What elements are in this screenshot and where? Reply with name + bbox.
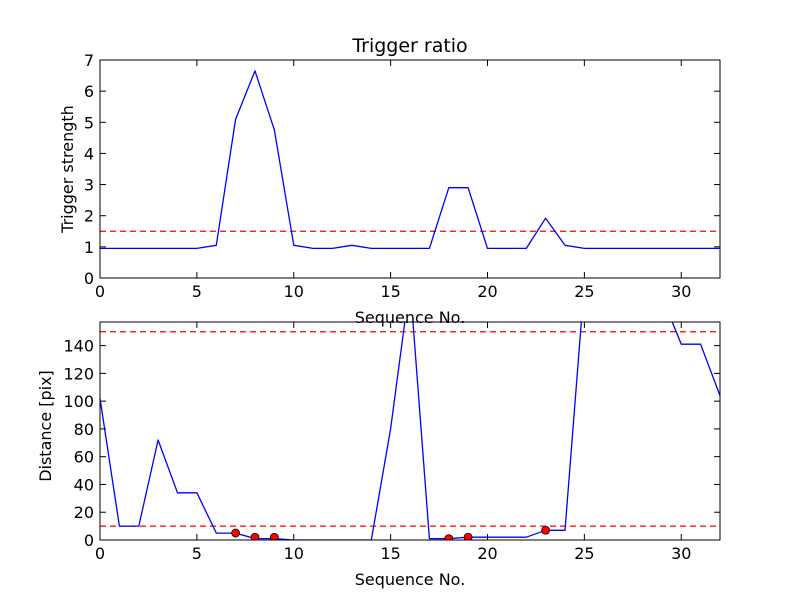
series-line: [100, 70, 720, 250]
data-marker: [444, 534, 454, 540]
x-axis-label: Sequence No.: [355, 570, 466, 589]
y-tick-label: 7: [84, 51, 94, 70]
y-tick-label: 0: [84, 269, 94, 288]
y-tick-label: 120: [63, 364, 94, 383]
chart-title: Trigger ratio: [351, 35, 467, 57]
y-tick-label: 0: [84, 531, 94, 550]
x-tick-label: 5: [192, 544, 202, 563]
y-tick-label: 1: [84, 238, 94, 257]
data-marker: [463, 532, 473, 540]
y-tick-label: 3: [84, 176, 94, 195]
top-chart: Trigger ratio 0 5 10 15 20 25 30 0 1 2 3 4 5 6 7 Seque…: [58, 35, 721, 327]
y-tick-label: 2: [84, 207, 94, 226]
y-tick-label: 80: [74, 420, 94, 439]
data-marker: [231, 528, 241, 538]
x-tick-label: 0: [95, 282, 105, 301]
x-tick-label: 25: [574, 282, 594, 301]
bottom-plot-area: 0 5 10 15 20 25 30 0 20 40 60 80 100 120 140: [63, 321, 721, 563]
y-tick-label: 140: [63, 337, 94, 356]
series-line: [100, 322, 720, 540]
y-axis-label: Trigger strength: [58, 105, 77, 234]
plot-clip: [100, 70, 720, 250]
y-axis-label: Distance [pix]: [36, 370, 55, 482]
y-tick-label: 5: [84, 113, 94, 132]
x-tick-label: 15: [380, 544, 400, 563]
x-tick-label: 15: [380, 282, 400, 301]
x-tick-label: 30: [671, 544, 691, 563]
top-plot-area: 0 5 10 15 20 25 30 0 1 2 3 4 5 6 7: [84, 51, 721, 301]
y-tick-label: 40: [74, 475, 94, 494]
data-marker: [541, 525, 551, 535]
x-tick-label: 10: [284, 282, 304, 301]
x-tick-label: 0: [95, 544, 105, 563]
y-tick-label: 4: [84, 144, 94, 163]
plot-clip: [100, 322, 720, 540]
plot-frame: [99, 59, 721, 279]
x-tick-label: 25: [574, 544, 594, 563]
y-tick-label: 100: [63, 392, 94, 411]
x-tick-label: 10: [284, 544, 304, 563]
y-tick-label: 20: [74, 503, 94, 522]
bottom-chart: 0 5 10 15 20 25 30 0 20 40 60 80 100 120 140 Sequence …: [36, 321, 721, 589]
plot-frame: [99, 321, 721, 541]
y-tick-label: 60: [74, 448, 94, 467]
data-marker: [269, 532, 279, 540]
x-tick-label: 20: [477, 544, 497, 563]
y-tick-label: 6: [84, 82, 94, 101]
data-marker: [250, 532, 260, 540]
x-tick-label: 30: [671, 282, 691, 301]
x-tick-label: 5: [192, 282, 202, 301]
x-tick-label: 20: [477, 282, 497, 301]
x-axis-label: Sequence No.: [355, 308, 466, 327]
